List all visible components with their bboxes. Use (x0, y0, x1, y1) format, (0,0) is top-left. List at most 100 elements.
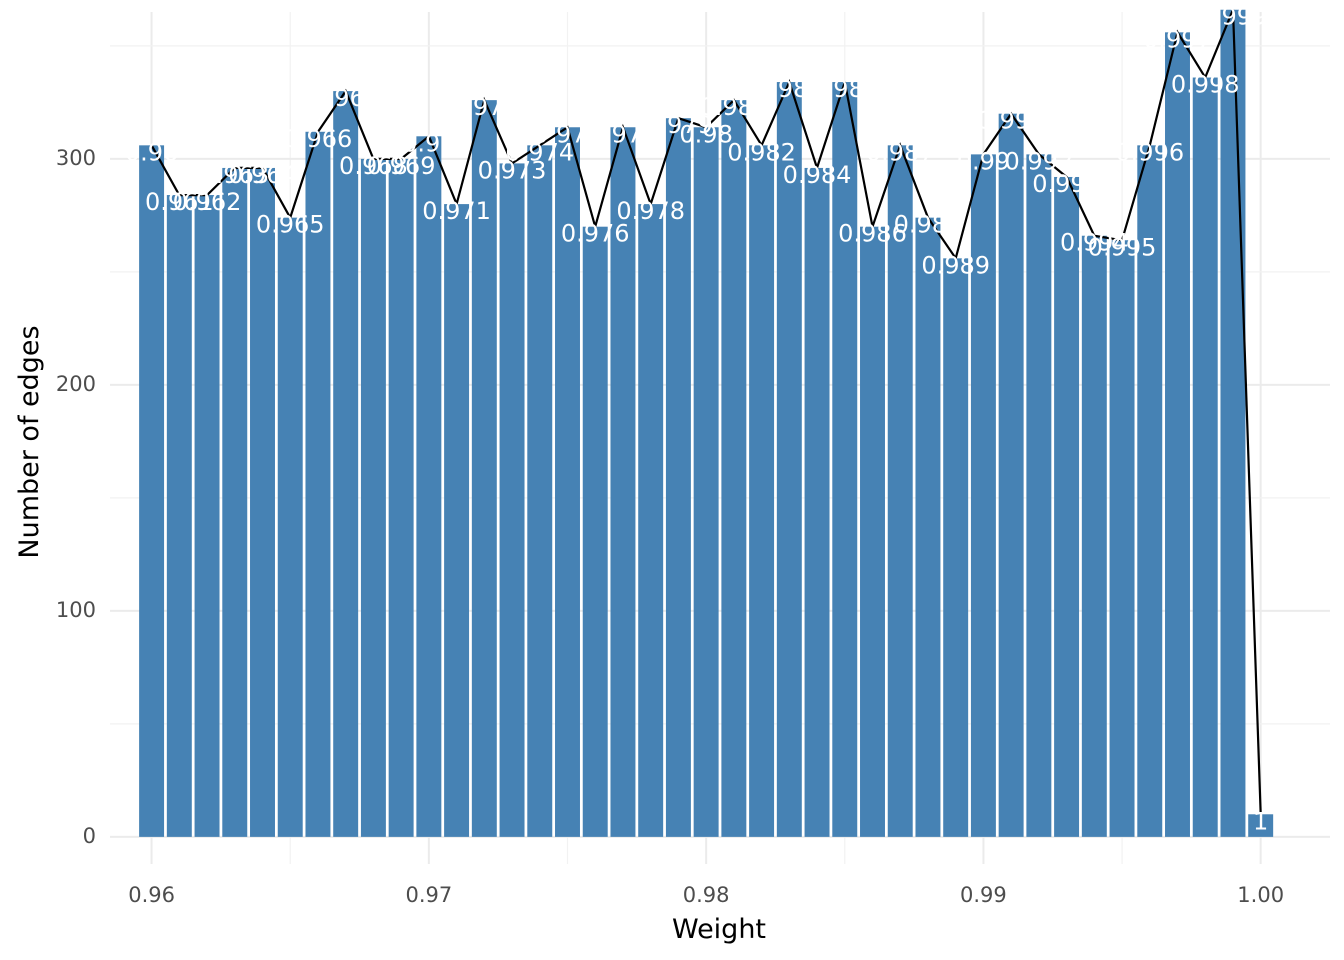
bar (1137, 145, 1163, 837)
bar (222, 167, 248, 837)
x-tick-label: 0.96 (128, 883, 175, 907)
bar-value-label: 0.987 (866, 138, 935, 166)
bars (139, 9, 1274, 837)
bar-value-label: 0.97 (402, 129, 455, 157)
y-tick-label: 300 (56, 146, 96, 170)
bar (416, 136, 442, 837)
bar (527, 145, 553, 837)
bar (555, 127, 580, 837)
bar-value-label: 0.996 (1115, 138, 1184, 166)
bar (444, 204, 470, 837)
bar (943, 258, 969, 837)
x-axis-title: Weight (672, 914, 766, 945)
bar (915, 217, 941, 837)
bar (1109, 240, 1135, 837)
bar-value-label: 0.99 (957, 147, 1010, 175)
bar-value-label: 0.995 (1088, 233, 1157, 261)
trend-line-layer (150, 9, 1262, 815)
x-tick-label: 0.98 (683, 883, 730, 907)
bar-value-label: 0.983 (755, 75, 824, 103)
x-tick-label: 0.99 (960, 883, 1007, 907)
bar (499, 163, 525, 837)
bar (721, 100, 747, 837)
bar-value-label: 1 (1253, 807, 1268, 835)
bar-value-label: 0.976 (561, 220, 630, 248)
bar-value-label: 0.981 (700, 93, 769, 121)
bar (610, 127, 636, 837)
bar (804, 167, 830, 837)
bar-value-label: 0.965 (256, 211, 325, 239)
trend-line (150, 9, 1262, 815)
bar (887, 145, 913, 837)
bar-value-label: 0.989 (921, 251, 990, 279)
bar-value-label: 0.971 (422, 197, 491, 225)
bar-value-label: 0.966 (284, 125, 353, 153)
y-tick-label: 200 (56, 372, 96, 396)
bar (166, 195, 192, 837)
bar-value-label: 0.961 (145, 188, 214, 216)
bar (277, 217, 303, 837)
bar-value-label: 0.994 (1060, 229, 1129, 257)
bar-value-label: 0.992 (1005, 147, 1074, 175)
bar (1081, 235, 1107, 837)
bar (860, 226, 885, 837)
bar (1165, 32, 1190, 837)
bar (776, 82, 802, 837)
bar (832, 82, 858, 837)
bar (582, 226, 608, 837)
bar-value-label: 0.991 (977, 107, 1046, 135)
bar-value-label: 0.963 (200, 161, 269, 189)
bar-value-label: 0.999 (1199, 3, 1268, 31)
bar-value-label: 0.975 (533, 120, 602, 148)
x-axis-ticks: 0.96 0.97 0.98 0.99 1.00 (128, 883, 1284, 907)
bar-value-label: 0.98 (679, 120, 732, 148)
bar-value-label: 0.967 (311, 84, 380, 112)
bar (333, 91, 359, 837)
bar (1192, 77, 1218, 837)
bar-value-label: 0.985 (810, 75, 879, 103)
bar (665, 118, 691, 837)
y-axis-title: Number of edges (14, 325, 45, 558)
bar-value-label: 0.982 (727, 138, 796, 166)
y-tick-label: 100 (56, 598, 96, 622)
bar-value-label: 0.973 (478, 156, 547, 184)
bar (1220, 9, 1246, 837)
bar-value-label: 0.969 (367, 152, 436, 180)
bar-value-label: 0.984 (783, 161, 852, 189)
bar-value-label: 0.988 (894, 211, 963, 239)
x-tick-label: 1.00 (1237, 883, 1284, 907)
bar-value-label: 0.972 (450, 93, 519, 121)
bar-value-label: 0.977 (589, 120, 658, 148)
bar (250, 167, 275, 837)
bar (194, 195, 220, 837)
bar (970, 154, 996, 837)
bar-value-label: 0.993 (1032, 170, 1101, 198)
y-axis-ticks: 0 100 200 300 (56, 146, 96, 848)
bar (388, 158, 414, 837)
bar (1248, 814, 1274, 837)
bar-value-label: 0.974 (505, 138, 574, 166)
bar (998, 113, 1024, 837)
bar-value-label: 0.96 (125, 138, 178, 166)
bar-value-label: 0.986 (838, 220, 907, 248)
bar-value-label: 0.962 (173, 188, 242, 216)
bar-value-label: 0.998 (1171, 71, 1240, 99)
bar (305, 131, 331, 837)
bar (360, 158, 386, 837)
bar-value-label: 0.968 (339, 152, 408, 180)
bar (749, 145, 775, 837)
bar-value-label: 0.978 (616, 197, 685, 225)
x-tick-label: 0.97 (405, 883, 452, 907)
bar-value-label: 0.979 (644, 111, 713, 139)
bar (471, 100, 497, 837)
bar (693, 127, 719, 837)
y-tick-label: 0 (83, 824, 96, 848)
bar (638, 204, 664, 837)
bar-value-label: 0.997 (1143, 25, 1212, 53)
bar (1026, 154, 1052, 837)
bar (139, 145, 165, 837)
bar-value-label: 0.964 (228, 161, 297, 189)
bar (1054, 176, 1080, 837)
